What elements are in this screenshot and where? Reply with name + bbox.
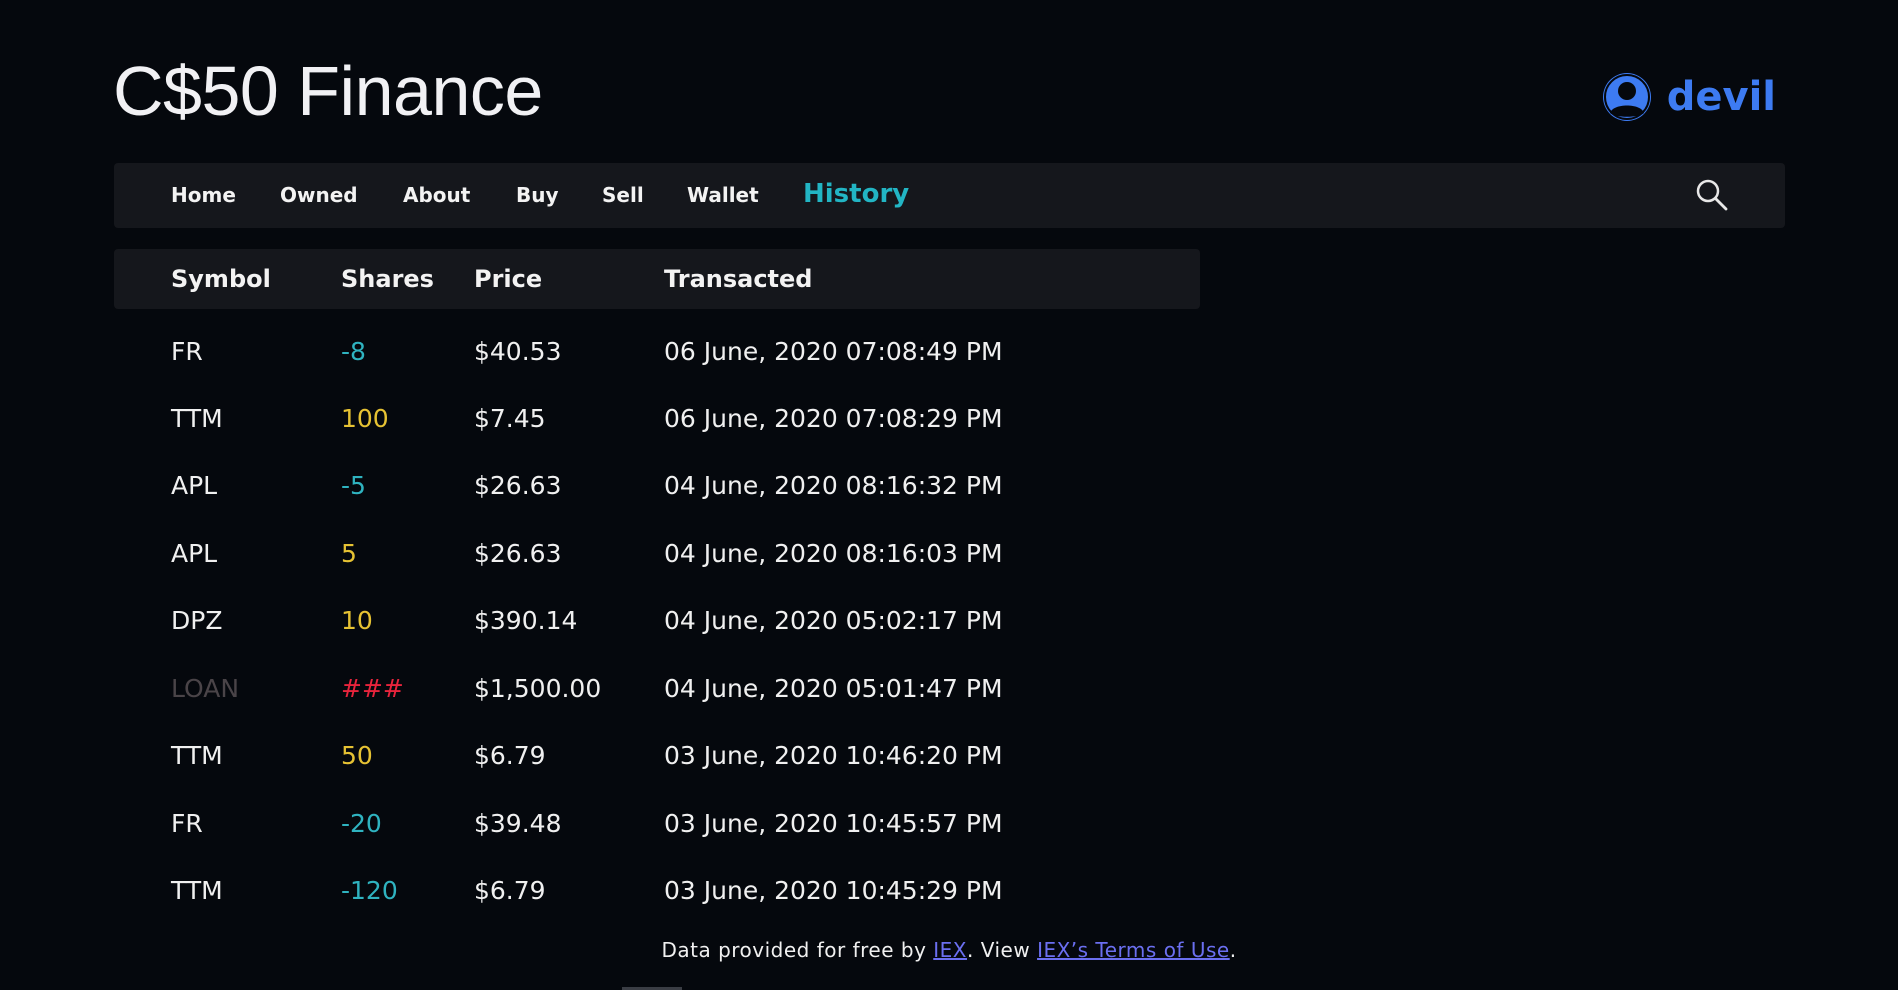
column-header-transacted[interactable]: Transacted bbox=[664, 265, 813, 293]
cell-transacted: 04 June, 2020 08:16:03 PM bbox=[664, 539, 1003, 568]
navbar: Home Owned About Buy Sell Wallet History bbox=[114, 163, 1785, 228]
table-row: TTM 100 $7.45 06 June, 2020 07:08:29 PM bbox=[0, 385, 1200, 452]
cell-shares: -8 bbox=[341, 337, 366, 366]
search-icon[interactable] bbox=[1695, 178, 1729, 212]
cell-transacted: 03 June, 2020 10:46:20 PM bbox=[664, 741, 1003, 770]
cell-symbol: APL bbox=[171, 471, 218, 500]
cell-transacted: 04 June, 2020 08:16:32 PM bbox=[664, 471, 1003, 500]
footer-text: Data provided for free by bbox=[661, 938, 934, 962]
user-avatar-icon bbox=[1602, 73, 1651, 121]
table-row: TTM 50 $6.79 03 June, 2020 10:46:20 PM bbox=[0, 722, 1200, 789]
cell-symbol: APL bbox=[171, 539, 218, 568]
brand-title[interactable]: C$50 Finance bbox=[113, 52, 543, 130]
cell-transacted: 03 June, 2020 10:45:57 PM bbox=[664, 809, 1003, 838]
cell-shares: 100 bbox=[341, 404, 389, 433]
cell-shares: -5 bbox=[341, 471, 366, 500]
cell-price: $26.63 bbox=[474, 539, 562, 568]
cell-symbol: DPZ bbox=[171, 606, 223, 635]
column-header-symbol[interactable]: Symbol bbox=[171, 265, 271, 293]
iex-terms-link[interactable]: IEX’s Terms of Use bbox=[1037, 938, 1230, 962]
scrollbar[interactable] bbox=[622, 987, 682, 990]
cell-shares: 50 bbox=[341, 741, 373, 770]
footer-text: . bbox=[1229, 938, 1237, 962]
cell-transacted: 06 June, 2020 07:08:49 PM bbox=[664, 337, 1003, 366]
user-menu[interactable]: devil bbox=[1601, 71, 1776, 123]
table-row: FR -20 $39.48 03 June, 2020 10:45:57 PM bbox=[0, 790, 1200, 857]
cell-shares: 5 bbox=[341, 539, 357, 568]
cell-price: $40.53 bbox=[474, 337, 562, 366]
nav-buy[interactable]: Buy bbox=[516, 183, 559, 207]
cell-transacted: 04 June, 2020 05:02:17 PM bbox=[664, 606, 1003, 635]
column-header-price[interactable]: Price bbox=[474, 265, 543, 293]
footer-text: . View bbox=[967, 938, 1038, 962]
table-row: TTM -120 $6.79 03 June, 2020 10:45:29 PM bbox=[0, 857, 1200, 924]
cell-symbol: FR bbox=[171, 809, 203, 838]
cell-transacted: 04 June, 2020 05:01:47 PM bbox=[664, 674, 1003, 703]
cell-price: $390.14 bbox=[474, 606, 578, 635]
iex-link[interactable]: IEX bbox=[933, 938, 968, 962]
cell-shares: ### bbox=[341, 674, 404, 703]
cell-price: $7.45 bbox=[474, 404, 546, 433]
table-row: LOAN ### $1,500.00 04 June, 2020 05:01:4… bbox=[0, 655, 1200, 722]
cell-price: $26.63 bbox=[474, 471, 562, 500]
cell-symbol: FR bbox=[171, 337, 203, 366]
table-row: DPZ 10 $390.14 04 June, 2020 05:02:17 PM bbox=[0, 587, 1200, 654]
nav-wallet[interactable]: Wallet bbox=[687, 183, 759, 207]
cell-price: $6.79 bbox=[474, 741, 546, 770]
cell-transacted: 03 June, 2020 10:45:29 PM bbox=[664, 876, 1003, 905]
cell-symbol: TTM bbox=[171, 876, 223, 905]
cell-transacted: 06 June, 2020 07:08:29 PM bbox=[664, 404, 1003, 433]
nav-home[interactable]: Home bbox=[171, 183, 236, 207]
table-row: FR -8 $40.53 06 June, 2020 07:08:49 PM bbox=[0, 318, 1200, 385]
table-row: APL 5 $26.63 04 June, 2020 08:16:03 PM bbox=[0, 520, 1200, 587]
nav-about[interactable]: About bbox=[403, 183, 471, 207]
nav-owned[interactable]: Owned bbox=[280, 183, 358, 207]
table-row: APL -5 $26.63 04 June, 2020 08:16:32 PM bbox=[0, 452, 1200, 519]
cell-price: $6.79 bbox=[474, 876, 546, 905]
cell-symbol: TTM bbox=[171, 741, 223, 770]
table-header: Symbol Shares Price Transacted bbox=[114, 249, 1200, 309]
cell-shares: 10 bbox=[341, 606, 373, 635]
nav-sell[interactable]: Sell bbox=[602, 183, 644, 207]
column-header-shares[interactable]: Shares bbox=[341, 265, 434, 293]
cell-shares: -120 bbox=[341, 876, 398, 905]
cell-price: $1,500.00 bbox=[474, 674, 602, 703]
footer: Data provided for free by IEX. View IEX’… bbox=[0, 938, 1898, 962]
cell-symbol: LOAN bbox=[171, 674, 240, 703]
nav-history[interactable]: History bbox=[803, 179, 910, 209]
cell-symbol: TTM bbox=[171, 404, 223, 433]
cell-price: $39.48 bbox=[474, 809, 562, 838]
cell-shares: -20 bbox=[341, 809, 382, 838]
username[interactable]: devil bbox=[1666, 74, 1776, 120]
